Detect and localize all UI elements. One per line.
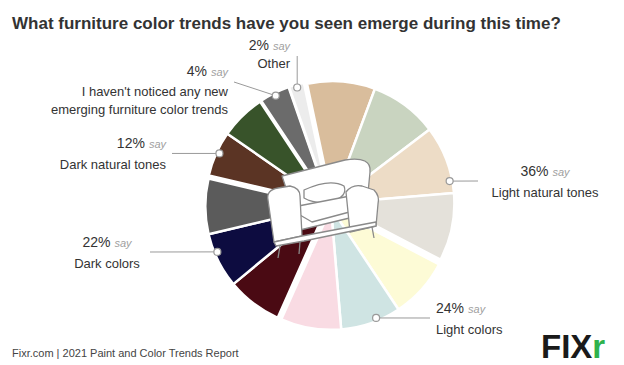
chair-leg (278, 246, 280, 258)
logo-accent: r (592, 328, 605, 365)
leader-line (297, 56, 298, 87)
value-label: 4% (187, 63, 207, 79)
category-label: I haven't noticed any new emerging furnit… (51, 84, 229, 117)
category-line: Other (257, 56, 290, 71)
leader-line (234, 82, 276, 96)
title: What furniture color trends have you see… (12, 14, 561, 33)
value-label: 36% (520, 163, 548, 179)
category-line: Light colors (436, 322, 503, 337)
annotation: say (114, 237, 133, 249)
category-line: I haven't noticed any new (82, 84, 229, 99)
pie (205, 81, 454, 330)
leader-dot (216, 150, 223, 157)
leader-line (376, 317, 430, 318)
category-label: Light natural tones (492, 185, 599, 200)
category-label: Light colors (436, 322, 503, 337)
chair-leg (299, 242, 300, 254)
leader-line (172, 153, 219, 154)
logo: FIXr (541, 328, 605, 365)
leader-dot (446, 178, 453, 185)
annotation: say (468, 303, 487, 315)
value-label: 2% (249, 37, 269, 53)
source: Fixr.com | 2021 Paint and Color Trends R… (12, 347, 239, 359)
chair-illustration (268, 159, 379, 258)
category-label: Dark colors (74, 256, 140, 271)
category-line: Dark natural tones (60, 157, 167, 172)
chair-leg (372, 227, 374, 238)
leader-dot (373, 314, 380, 321)
callouts: 36% say Light natural tones 24% say Light col… (51, 37, 599, 337)
leader-line (150, 251, 217, 252)
annotation: say (273, 40, 292, 52)
logo-main: FIX (541, 328, 592, 365)
leader-dot (294, 84, 301, 91)
category-label: Other (257, 56, 290, 71)
value-label: 22% (82, 234, 110, 250)
annotation: say (552, 166, 571, 178)
annotation: say (211, 66, 230, 78)
chair-arm (268, 186, 302, 242)
chair-base (274, 222, 376, 246)
category-line: Light natural tones (492, 185, 599, 200)
category-line: Dark colors (74, 256, 140, 271)
category-line: emerging furniture color trends (51, 102, 229, 117)
value-label: 24% (436, 300, 464, 316)
leader-dot (214, 248, 221, 255)
value-label: 12% (117, 135, 145, 151)
annotation: say (149, 138, 168, 150)
chart-root: What furniture color trends have you see… (0, 0, 624, 365)
leader-dot (272, 92, 279, 99)
leader-line (450, 181, 478, 182)
category-label: Dark natural tones (60, 157, 167, 172)
